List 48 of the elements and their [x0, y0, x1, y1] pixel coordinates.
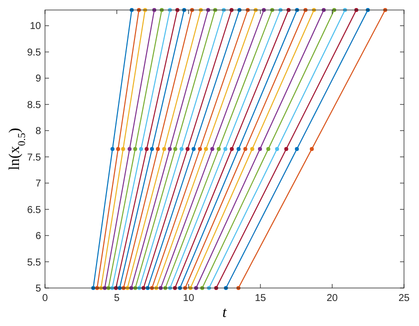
y-tick-label: 7.5	[27, 152, 42, 164]
x-axis-title: t	[222, 305, 228, 321]
y-tick-label: 8	[35, 126, 42, 138]
point	[230, 147, 234, 151]
point	[210, 147, 214, 151]
point	[310, 147, 314, 151]
point	[243, 147, 248, 151]
point	[150, 147, 154, 151]
point	[223, 147, 228, 151]
point	[173, 147, 178, 151]
x-tick-label: 10	[183, 293, 195, 304]
point	[258, 147, 262, 151]
x-tick-label: 5	[114, 293, 120, 304]
y-tick-label: 5	[35, 284, 42, 294]
point	[156, 147, 160, 151]
point	[284, 147, 288, 151]
x-tick-label: 15	[254, 293, 266, 304]
point	[168, 147, 172, 151]
point	[110, 147, 114, 151]
y-tick-label: 8.5	[27, 100, 42, 111]
y-tick-label: 9	[35, 74, 42, 85]
point	[275, 147, 280, 151]
point	[250, 147, 254, 151]
point	[266, 147, 270, 151]
point	[133, 147, 138, 151]
point	[294, 147, 299, 151]
y-tick-label: 6.5	[27, 204, 42, 216]
point	[139, 147, 144, 151]
x-tick-label: 0	[42, 293, 48, 304]
point	[192, 147, 196, 151]
point	[236, 147, 241, 151]
point	[116, 147, 120, 151]
point	[128, 147, 132, 151]
point	[180, 147, 184, 151]
y-tick-label: 6	[35, 231, 42, 242]
x-tick-label: 25	[398, 293, 410, 304]
point	[121, 147, 126, 151]
point	[162, 147, 166, 151]
point	[204, 147, 208, 151]
x-tick-label: 20	[326, 293, 338, 304]
point	[216, 147, 221, 151]
point	[144, 147, 149, 151]
y-tick-label: 10	[30, 21, 42, 32]
y-tick-label: 5.5	[27, 257, 42, 268]
y-tick-label: 7	[35, 178, 42, 190]
point	[186, 147, 190, 151]
y-tick-label: 9.5	[27, 47, 42, 58]
point	[198, 147, 202, 151]
